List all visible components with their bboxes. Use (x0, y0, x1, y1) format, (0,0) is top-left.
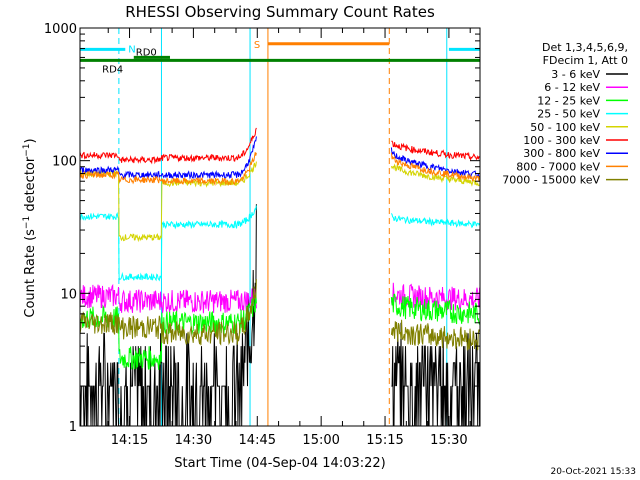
segment-label: RD4 (102, 64, 123, 75)
y-tick-label: 1000 (44, 22, 77, 37)
legend-entry-label: 50 - 100 keV (530, 121, 600, 134)
legend-entry-label: 300 - 800 keV (523, 147, 600, 160)
legend-entry-label: 100 - 300 keV (523, 134, 600, 147)
series-line (391, 140, 480, 162)
plot-frame (79, 27, 481, 427)
series-line (80, 152, 257, 187)
series-line (390, 319, 480, 351)
legend-entry-label: 6 - 12 keV (544, 81, 600, 94)
x-tick-label: 15:30 (430, 433, 467, 448)
series-line (391, 322, 480, 426)
x-tick-label: 14:30 (175, 433, 212, 448)
x-axis: 14:15 14:30 14:45 15:00 15:15 15:30 (107, 28, 471, 448)
legend-entry-label: 7000 - 15000 keV (502, 174, 600, 187)
legend-header-line-2: FDecim 1, Att 0 (543, 54, 628, 67)
chart-title: RHESSI Observing Summary Count Rates (125, 3, 435, 21)
legend-entry-label: 25 - 50 keV (537, 108, 600, 121)
segment-label: N (128, 44, 135, 55)
y-tick-label: 10 (60, 287, 77, 302)
y-tick-label: 1 (69, 420, 77, 435)
x-tick-label: 15:00 (302, 433, 339, 448)
legend-entry-label: 3 - 6 keV (551, 68, 600, 81)
y-axis: 1 10 100 1000 (44, 22, 480, 435)
segment-label: RD0 (136, 47, 157, 58)
series-line (390, 213, 480, 229)
state-segments: N RD0 RD4 S (80, 40, 480, 75)
series-lines (80, 127, 480, 426)
footer-timestamp: 20-Oct-2021 15:33 (551, 467, 636, 477)
segment-label: S (254, 40, 260, 51)
series-line (80, 279, 257, 346)
series-line (80, 161, 257, 243)
x-axis-label: Start Time (04-Sep-04 14:03:22) (174, 456, 385, 471)
x-tick-label: 14:15 (111, 433, 148, 448)
series-line (390, 293, 480, 325)
legend-entry-label: 12 - 25 keV (537, 94, 600, 107)
x-tick-label: 15:15 (366, 433, 403, 448)
legend-entry-label: 800 - 7000 keV (516, 160, 600, 173)
series-line (80, 127, 257, 165)
legend-header-line-1: Det 1,3,4,5,6,9, (542, 41, 628, 54)
y-axis-label: Count Rate (s−1 detector−1) (22, 138, 38, 317)
series-line (390, 152, 480, 182)
legend: Det 1,3,4,5,6,9, FDecim 1, Att 0 3 - 6 k… (502, 41, 628, 187)
x-tick-label: 14:45 (239, 433, 276, 448)
series-line (80, 283, 257, 314)
series-line (80, 205, 257, 282)
y-tick-label: 100 (52, 155, 77, 170)
